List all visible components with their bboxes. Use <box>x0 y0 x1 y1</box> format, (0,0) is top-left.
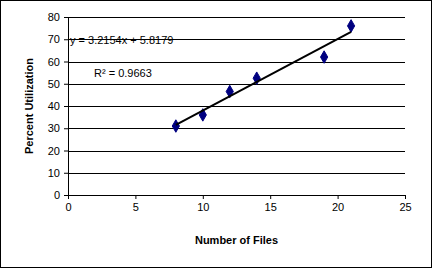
x-tick-label: 5 <box>133 201 139 213</box>
y-tick: 40 <box>48 100 68 112</box>
y-axis-line <box>64 18 69 196</box>
y-tick-mark <box>64 151 68 152</box>
x-tick-mark <box>135 195 136 199</box>
x-tick-label: 15 <box>265 201 277 213</box>
grid-line <box>68 106 405 107</box>
y-tick: 60 <box>48 56 68 68</box>
y-tick-label: 60 <box>48 56 60 68</box>
y-tick-label: 10 <box>48 167 60 179</box>
y-tick-label: 30 <box>48 122 60 134</box>
grid-line <box>68 151 405 152</box>
y-tick-label: 70 <box>48 33 60 45</box>
y-tick-label: 40 <box>48 100 60 112</box>
y-tick-mark <box>64 84 68 85</box>
y-tick: 30 <box>48 122 68 134</box>
x-tick-mark <box>338 195 339 199</box>
y-tick-mark <box>64 17 68 18</box>
x-tick: 15 <box>265 195 277 213</box>
chart: 0 5 10 15 20 25 0 10 20 30 40 50 60 70 80 y = 3.2154x +… <box>0 0 432 268</box>
x-tick-mark <box>203 195 204 199</box>
x-tick-mark <box>270 195 271 199</box>
y-tick: 0 <box>54 189 68 201</box>
y-tick-label: 20 <box>48 145 60 157</box>
y-tick: 50 <box>48 78 68 90</box>
x-tick: 5 <box>133 195 139 213</box>
y-tick-mark <box>64 173 68 174</box>
x-tick: 20 <box>332 195 344 213</box>
annotation: y = 3.2154x + 5.8179 <box>70 34 173 46</box>
y-tick: 10 <box>48 167 68 179</box>
x-tick-label: 25 <box>399 201 411 213</box>
y-axis: 0 10 20 30 40 50 60 70 80 <box>48 11 69 201</box>
x-axis-title: Number of Files <box>195 234 278 246</box>
x-tick-label: 0 <box>65 201 71 213</box>
y-tick-mark <box>64 62 68 63</box>
y-tick: 20 <box>48 145 68 157</box>
x-tick: 10 <box>197 195 209 213</box>
y-tick: 70 <box>48 33 68 45</box>
x-axis: 0 5 10 15 20 25 <box>65 195 411 213</box>
scatter-point <box>347 20 354 32</box>
x-tick-label: 10 <box>197 201 209 213</box>
y-tick-mark <box>64 106 68 107</box>
y-tick-label: 50 <box>48 78 60 90</box>
x-tick-mark <box>405 195 406 199</box>
x-tick-label: 20 <box>332 201 344 213</box>
y-tick-mark <box>64 39 68 40</box>
grid-line <box>68 17 405 18</box>
y-tick-mark <box>64 195 68 196</box>
x-tick: 25 <box>399 195 411 213</box>
grid-line <box>68 62 405 63</box>
annotation: R² = 0.9663 <box>94 67 152 79</box>
scatter-point <box>321 51 328 63</box>
grid-line <box>68 173 405 174</box>
chart-border <box>1 1 432 268</box>
y-tick-label: 80 <box>48 11 60 23</box>
x-tick: 0 <box>65 195 71 213</box>
grid <box>68 18 405 196</box>
y-tick: 80 <box>48 11 68 23</box>
trend-line <box>176 32 351 125</box>
y-tick-label: 0 <box>54 189 60 201</box>
y-tick-mark <box>64 128 68 129</box>
y-axis-title: Percent Utilization <box>23 58 35 154</box>
grid-line <box>68 128 405 129</box>
grid-line <box>68 84 405 85</box>
scatter-point <box>172 120 179 132</box>
plot-marks <box>172 20 354 133</box>
x-axis-line <box>69 196 406 200</box>
